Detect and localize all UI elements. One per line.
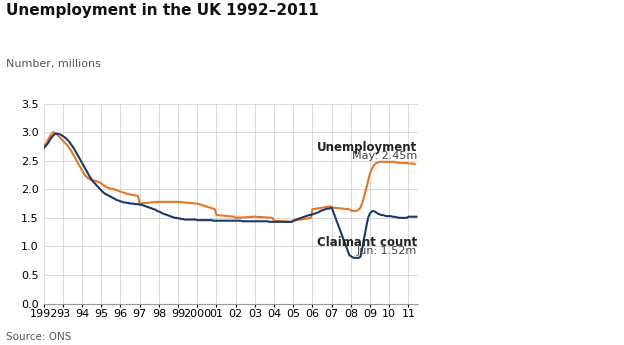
Text: May: 2.45m: May: 2.45m (352, 151, 417, 161)
Text: Unemployment in the UK 1992–2011: Unemployment in the UK 1992–2011 (6, 3, 319, 18)
Text: Unemployment: Unemployment (317, 141, 417, 154)
Text: Source: ONS: Source: ONS (6, 332, 72, 342)
Text: Claimant count: Claimant count (317, 236, 417, 249)
Text: Number, millions: Number, millions (6, 59, 101, 69)
Text: Jun: 1.52m: Jun: 1.52m (357, 246, 417, 256)
